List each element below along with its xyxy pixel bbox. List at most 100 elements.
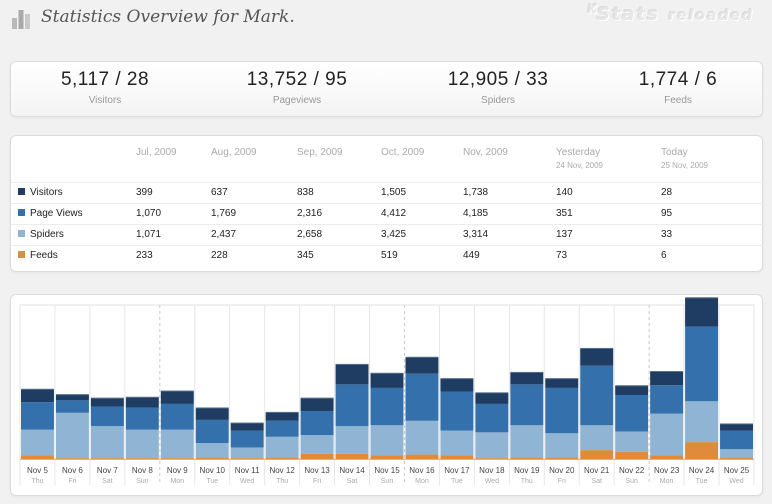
x-weekday-label: Sun bbox=[625, 478, 638, 485]
x-tick-label: Nov 19 bbox=[514, 466, 540, 475]
table-cell: 2,316 bbox=[297, 202, 381, 224]
bar-segment-page-views bbox=[160, 403, 194, 430]
bar-segment-visitors bbox=[720, 423, 753, 431]
bar-segment-page-views bbox=[300, 411, 334, 436]
bar-segment-visitors bbox=[685, 297, 719, 327]
x-weekday-label: Thu bbox=[521, 478, 533, 485]
bar-segment-spiders bbox=[55, 412, 89, 459]
table-cell: 233 bbox=[136, 244, 211, 266]
table-cell: 637 bbox=[211, 181, 297, 203]
bar-highlight bbox=[230, 422, 264, 424]
x-tick-label: Nov 15 bbox=[374, 466, 400, 475]
bar-segment-spiders bbox=[125, 429, 159, 459]
x-weekday-label: Mon bbox=[170, 478, 184, 485]
bar-segment-page-views bbox=[580, 365, 614, 426]
table-cell: 2,437 bbox=[211, 223, 297, 245]
x-tick-label: Nov 11 bbox=[235, 466, 260, 475]
x-tick-label: Nov 8 bbox=[132, 466, 153, 475]
bar-segment-spiders bbox=[615, 431, 649, 452]
bar-segment-feeds bbox=[90, 458, 124, 459]
table-cell: 1,070 bbox=[136, 202, 211, 224]
bar-segment-page-views bbox=[720, 430, 753, 450]
bar-highlight bbox=[125, 396, 159, 398]
bar-segment-page-views bbox=[685, 326, 719, 402]
x-weekday-label: Thu bbox=[31, 478, 43, 485]
bar-segment-spiders bbox=[265, 436, 299, 458]
table-cell: 6 bbox=[661, 244, 764, 266]
bar-segment-visitors bbox=[265, 411, 299, 421]
table-cell: 519 bbox=[381, 244, 463, 266]
bar-segment-visitors bbox=[405, 356, 439, 374]
bar-segment-visitors bbox=[125, 396, 159, 408]
bar-segment-feeds bbox=[125, 458, 159, 459]
x-weekday-label: Mon bbox=[415, 478, 429, 485]
x-weekday-label: Wed bbox=[240, 478, 254, 485]
bar-segment-page-views bbox=[615, 395, 649, 432]
bar-highlight bbox=[615, 385, 649, 387]
bar-segment-visitors bbox=[335, 363, 369, 385]
x-tick-label: Nov 25 bbox=[724, 466, 750, 475]
column-header: Aug, 2009 bbox=[211, 147, 257, 158]
table-cell: 33 bbox=[661, 223, 764, 245]
bar-segment-visitors bbox=[370, 372, 404, 388]
bar-segment-feeds bbox=[335, 453, 369, 459]
bar-highlight bbox=[475, 392, 509, 394]
table-cell: 73 bbox=[556, 244, 661, 266]
bar-segment-page-views bbox=[21, 402, 54, 430]
bar-segment-feeds bbox=[510, 457, 544, 459]
bar-segment-page-views bbox=[475, 403, 509, 433]
bar-segment-spiders bbox=[195, 443, 229, 458]
x-weekday-label: Wed bbox=[485, 478, 499, 485]
summary-value: 12,905 / 33 bbox=[447, 69, 549, 90]
bar-segment-page-views bbox=[510, 384, 544, 426]
x-tick-label: Nov 24 bbox=[689, 466, 715, 475]
bar-segment-page-views bbox=[265, 420, 299, 437]
bar-segment-feeds bbox=[265, 457, 299, 459]
bar-segment-page-views bbox=[195, 419, 229, 444]
bar-segment-visitors bbox=[300, 397, 334, 412]
bar-segment-visitors bbox=[545, 378, 579, 388]
bar-segment-spiders bbox=[685, 401, 719, 443]
summary-spiders: 12,905 / 33 Spiders bbox=[404, 69, 592, 106]
column-header: Oct, 2009 bbox=[381, 147, 425, 158]
bar-highlight bbox=[160, 390, 194, 392]
x-weekday-label: Sun bbox=[381, 478, 394, 485]
x-tick-label: Nov 5 bbox=[27, 466, 48, 475]
bar-segment-feeds bbox=[615, 451, 649, 459]
summary-value: 1,774 / 6 bbox=[638, 69, 718, 90]
bar-segment-page-views bbox=[90, 406, 124, 427]
bar-highlight bbox=[685, 297, 719, 299]
bar-segment-feeds bbox=[21, 455, 54, 459]
table-header-blank bbox=[11, 136, 136, 182]
x-tick-label: Nov 7 bbox=[97, 466, 118, 475]
bar-segment-visitors bbox=[615, 385, 649, 396]
legend-swatch-feeds bbox=[18, 251, 25, 259]
x-tick-label: Nov 6 bbox=[62, 466, 83, 475]
x-weekday-label: Sat bbox=[347, 478, 358, 485]
x-tick-label: Nov 20 bbox=[549, 466, 575, 475]
column-header: Sep, 2009 bbox=[297, 147, 343, 158]
x-weekday-label: Sat bbox=[591, 478, 602, 485]
bar-segment-spiders bbox=[335, 426, 369, 454]
bar-segment-spiders bbox=[160, 429, 194, 459]
x-weekday-label: Fri bbox=[68, 478, 77, 485]
bar-segment-feeds bbox=[195, 457, 229, 459]
table-cell: 2,658 bbox=[297, 223, 381, 245]
bar-segment-spiders bbox=[21, 429, 54, 456]
bar-segment-feeds bbox=[160, 458, 194, 459]
x-weekday-label: Thu bbox=[276, 478, 288, 485]
table-cell: 1,071 bbox=[136, 223, 211, 245]
x-weekday-label: Sat bbox=[102, 478, 113, 485]
x-tick-label: Nov 16 bbox=[409, 466, 435, 475]
x-tick-label: Nov 23 bbox=[654, 466, 680, 475]
bar-segment-feeds bbox=[545, 457, 579, 459]
column-header: Jul, 2009 bbox=[136, 147, 177, 158]
bar-segment-spiders bbox=[405, 420, 439, 455]
summary-visitors: 5,117 / 28 Visitors bbox=[11, 69, 199, 106]
x-weekday-label: Sun bbox=[136, 478, 149, 485]
x-weekday-label: Fri bbox=[313, 478, 322, 485]
table-row-pageviews: Page Views 1,070 1,769 2,316 4,412 4,185… bbox=[11, 202, 764, 224]
legend-swatch-spiders bbox=[18, 230, 25, 237]
bar-highlight bbox=[300, 397, 334, 399]
row-label: Visitors bbox=[11, 181, 136, 203]
